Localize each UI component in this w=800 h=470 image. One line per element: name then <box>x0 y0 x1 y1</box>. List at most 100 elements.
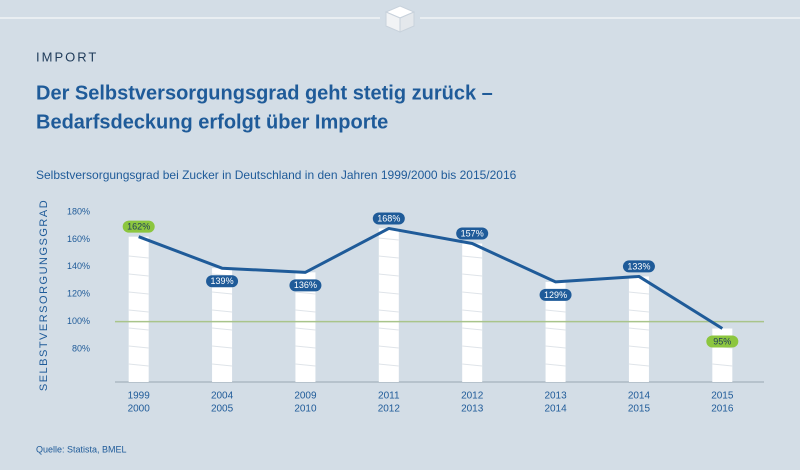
cube-stack <box>462 243 483 382</box>
cube-stack <box>628 276 649 382</box>
x-tick-label: 2010 <box>294 404 317 415</box>
value-label: 139% <box>211 276 234 286</box>
x-tick-label: 2012 <box>378 404 401 415</box>
value-label-bg <box>456 227 489 240</box>
source: Quelle: Statista, BMEL <box>36 444 127 454</box>
x-tick-label: 1999 <box>128 391 151 402</box>
cube-column <box>462 243 483 382</box>
cube-stack <box>295 272 316 382</box>
cube-edge <box>378 327 399 331</box>
section-label: IMPORT <box>36 49 98 64</box>
x-tick-label: 2014 <box>544 404 567 415</box>
cube-edge <box>545 309 566 313</box>
x-tick-label: 2012 <box>461 391 484 402</box>
cube-edge <box>462 309 483 313</box>
data-line <box>138 226 724 330</box>
cube-edge <box>712 363 733 367</box>
value-label-bg <box>539 288 572 301</box>
y-tick-label: 100% <box>67 316 90 326</box>
x-tick-label: 2015 <box>628 404 651 415</box>
cube-edge <box>378 255 399 259</box>
cube-edge <box>212 345 233 349</box>
cube-edge <box>378 237 399 241</box>
cube-edge <box>628 345 649 349</box>
y-tick-label: 140% <box>67 261 90 271</box>
cube-edge <box>628 327 649 331</box>
value-label: 95% <box>713 336 731 346</box>
cube-edge <box>545 345 566 349</box>
cube-column <box>378 228 399 382</box>
cube-edge <box>212 363 233 367</box>
value-label: 168% <box>377 213 400 223</box>
cube-edge <box>295 327 316 331</box>
cube-edge <box>212 327 233 331</box>
cube-edge <box>628 291 649 295</box>
cube-edge <box>545 327 566 331</box>
value-label: 136% <box>294 280 317 290</box>
x-tick-label: 2004 <box>211 391 234 402</box>
x-tick-label: 2013 <box>544 391 567 402</box>
cube-column <box>128 236 149 382</box>
cube-column <box>295 272 316 382</box>
cube-edge <box>462 291 483 295</box>
cube-stack <box>128 236 149 382</box>
x-tick-label: 2014 <box>628 391 651 402</box>
value-label: 157% <box>461 228 484 238</box>
cube-stack <box>378 228 399 382</box>
value-label-bg <box>206 275 239 288</box>
cube-edge <box>628 309 649 313</box>
cube-edge <box>128 255 149 259</box>
cube-edge <box>628 363 649 367</box>
cube-edge <box>462 363 483 367</box>
cube-edge <box>378 345 399 349</box>
y-tick-label: 80% <box>72 343 90 353</box>
value-label: 133% <box>627 261 650 271</box>
value-label-bg <box>622 260 655 273</box>
x-tick-label: 2005 <box>211 404 234 415</box>
cube-edge <box>378 291 399 295</box>
value-label-bg <box>122 220 155 233</box>
x-tick-label: 2015 <box>711 391 734 402</box>
cube-column <box>545 281 566 382</box>
value-label: 129% <box>544 290 567 300</box>
cube-edge <box>462 255 483 259</box>
cube-edge <box>128 309 149 313</box>
cube-edge <box>128 273 149 277</box>
cube-edge <box>128 327 149 331</box>
cube-edge <box>295 309 316 313</box>
x-tick-label: 2013 <box>461 404 484 415</box>
x-tick-label: 2016 <box>711 404 734 415</box>
y-axis-label: SELBSTVERSORGUNGSGRAD <box>38 199 50 391</box>
cube-edge <box>212 309 233 313</box>
cube-edge <box>378 273 399 277</box>
cube-edge <box>128 363 149 367</box>
y-tick-label: 160% <box>67 234 90 244</box>
cube-stack <box>212 268 233 382</box>
cube-edge <box>462 273 483 277</box>
cube-edge <box>378 309 399 313</box>
cube-edge <box>545 363 566 367</box>
cube-edge <box>462 345 483 349</box>
cube-edge <box>295 291 316 295</box>
value-label-bg <box>289 279 322 292</box>
x-tick-label: 2011 <box>378 391 400 402</box>
value-label-bg <box>372 212 405 225</box>
x-tick-label: 2009 <box>294 391 317 402</box>
cube-edge <box>378 363 399 367</box>
decor-cube <box>384 5 416 33</box>
cube-column <box>212 268 233 382</box>
cube-edge <box>462 327 483 331</box>
cube-edge <box>128 345 149 349</box>
chart-title: Bedarfsdeckung erfolgt über Importe <box>36 111 388 133</box>
chart-subtitle: Selbstversorgungsgrad bei Zucker in Deut… <box>36 168 517 182</box>
y-tick-label: 180% <box>67 206 90 216</box>
cube-edge <box>212 291 233 295</box>
x-tick-label: 2000 <box>128 404 151 415</box>
value-label-bg <box>706 335 739 348</box>
cube-edge <box>295 363 316 367</box>
y-tick-label: 120% <box>67 289 90 299</box>
chart-title: Der Selbstversorgungsgrad geht stetig zu… <box>36 82 493 104</box>
cube-edge <box>128 291 149 295</box>
